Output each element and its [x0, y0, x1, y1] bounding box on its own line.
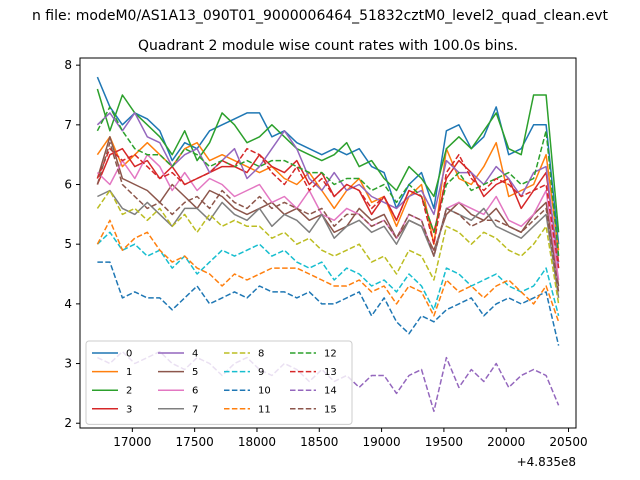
x-offset-label: +4.835e8 — [517, 455, 576, 469]
x-tick-label: 17500 — [176, 435, 214, 449]
legend-label-2: 2 — [126, 386, 132, 397]
legend-label-13: 13 — [324, 367, 337, 378]
series-line-8 — [96, 189, 560, 305]
suptitle: n file: modeM0/AS1A13_090T01_9000006464_… — [32, 8, 609, 24]
x-tick-label: 19500 — [425, 435, 463, 449]
x-tick-label: 20000 — [487, 435, 525, 449]
legend-label-10: 10 — [258, 386, 271, 397]
legend-label-15: 15 — [324, 404, 337, 415]
series-line-11 — [96, 219, 560, 323]
legend-label-14: 14 — [324, 386, 337, 397]
series-line-9 — [96, 231, 560, 316]
legend-label-3: 3 — [126, 404, 132, 415]
legend-label-0: 0 — [126, 349, 132, 360]
legend-label-11: 11 — [258, 404, 271, 415]
series-line-2 — [96, 88, 560, 233]
legend-label-7: 7 — [192, 404, 198, 415]
series-layer — [96, 76, 560, 413]
legend-label-8: 8 — [258, 349, 264, 360]
legend-label-6: 6 — [192, 386, 198, 397]
legend-label-9: 9 — [258, 367, 264, 378]
series-line-12 — [96, 106, 560, 257]
y-tick-label: 3 — [64, 357, 72, 371]
x-tick-label: 17000 — [113, 435, 151, 449]
x-tick-label: 18500 — [300, 435, 338, 449]
series-line-5 — [96, 136, 560, 287]
series-line-13 — [96, 147, 560, 269]
y-tick-label: 7 — [64, 118, 72, 132]
legend-label-1: 1 — [126, 367, 132, 378]
legend-label-12: 12 — [324, 349, 337, 360]
x-tick-label: 20500 — [549, 435, 587, 449]
x-tick-label: 19000 — [362, 435, 400, 449]
y-tick-label: 8 — [64, 58, 72, 72]
x-tick-label: 18000 — [238, 435, 276, 449]
plot-frame — [79, 57, 577, 429]
legend-label-4: 4 — [192, 349, 198, 360]
series-line-3 — [96, 147, 560, 263]
y-tick-label: 2 — [64, 416, 72, 430]
series-line-10 — [97, 261, 560, 346]
x-axis-ticks: 17000 17500 18000 18500 19000 19500 20000 20500 — [113, 428, 588, 449]
y-axis-ticks: 2 3 4 5 6 7 8 — [64, 58, 80, 430]
y-tick-label: 5 — [64, 237, 72, 251]
series-line-6 — [96, 153, 560, 281]
series-line-15 — [96, 141, 560, 293]
legend-box — [85, 340, 353, 425]
series-line-0 — [96, 76, 560, 245]
y-tick-label: 6 — [64, 178, 72, 192]
legend-label-5: 5 — [192, 367, 198, 378]
chart-title: Quadrant 2 module wise count rates with … — [138, 38, 518, 54]
y-tick-label: 4 — [64, 297, 72, 311]
